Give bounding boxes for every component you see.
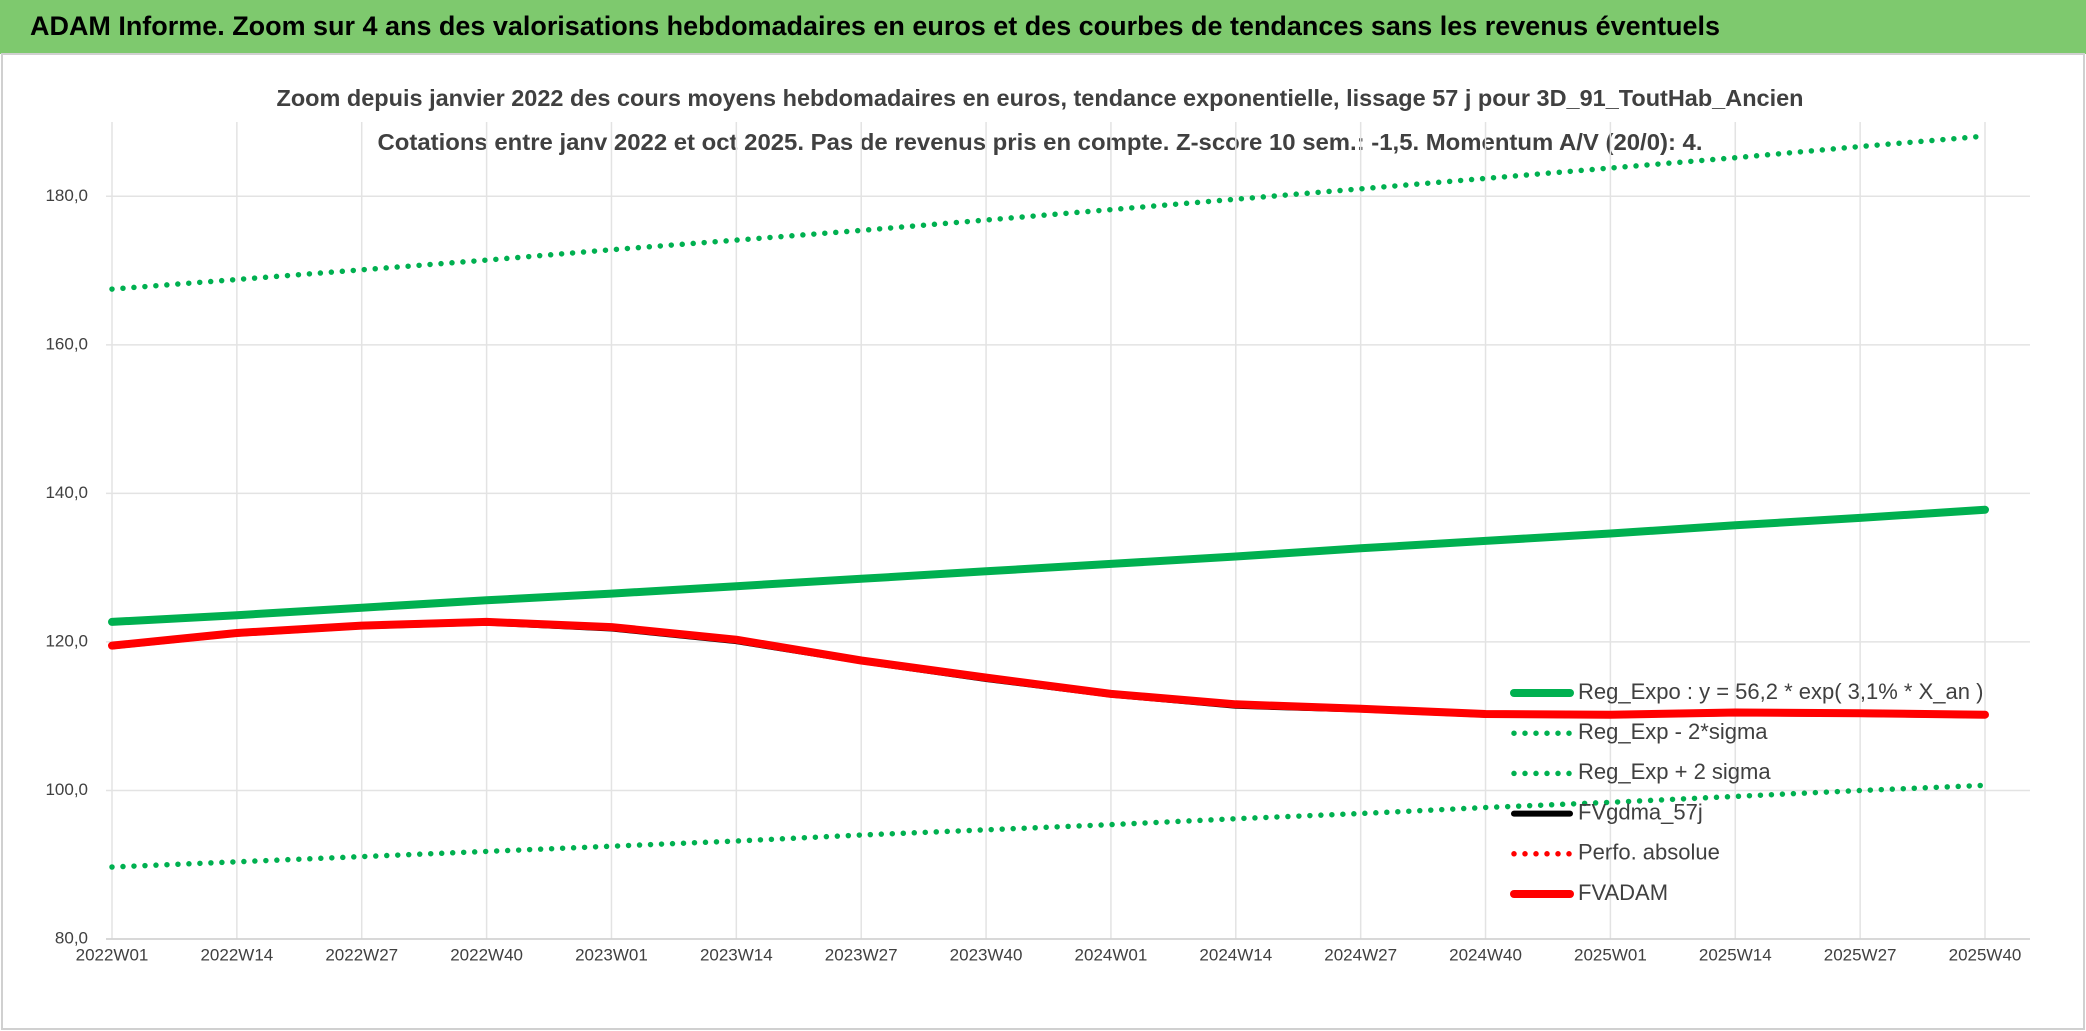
plot-lines	[108, 133, 1989, 870]
x-tick-label: 2022W14	[200, 945, 273, 964]
chart-frame	[1, 53, 2085, 1030]
x-tick-label: 2022W01	[76, 945, 149, 964]
x-tick-label: 2025W27	[1824, 945, 1897, 964]
x-tick-label: 2024W27	[1324, 945, 1397, 964]
y-tick-label: 80,0	[55, 928, 88, 947]
legend-label: Reg_Exp + 2 sigma	[1578, 759, 1771, 784]
x-tick-label: 2023W01	[575, 945, 648, 964]
legend-label: Reg_Exp - 2*sigma	[1578, 719, 1768, 744]
series-line	[109, 133, 1988, 292]
chart-title: Zoom depuis janvier 2022 des cours moyen…	[277, 85, 1804, 111]
series-line	[108, 617, 1989, 719]
x-tick-label: 2025W01	[1574, 945, 1647, 964]
x-tick-label: 2025W40	[1949, 945, 2022, 964]
x-tick-label: 2022W27	[325, 945, 398, 964]
x-tick-label: 2025W14	[1699, 945, 1772, 964]
legend-label: Reg_Expo : y = 56,2 * exp( 3,1% * X_an )	[1578, 679, 1983, 704]
legend-label: FVADAM	[1578, 880, 1668, 905]
x-tick-label: 2024W14	[1199, 945, 1272, 964]
y-tick-label: 100,0	[45, 780, 88, 799]
legend-label: Perfo. absolue	[1578, 840, 1720, 865]
x-tick-label: 2023W14	[700, 945, 773, 964]
x-tick-label: 2023W40	[950, 945, 1023, 964]
x-tick-label: 2024W40	[1449, 945, 1522, 964]
x-tick-label: 2024W01	[1075, 945, 1148, 964]
y-tick-label: 180,0	[45, 186, 88, 205]
x-tick-label: 2023W27	[825, 945, 898, 964]
y-tick-label: 120,0	[45, 631, 88, 650]
series-line	[108, 505, 1989, 626]
y-tick-label: 140,0	[45, 483, 88, 502]
chart-subtitle: Cotations entre janv 2022 et oct 2025. P…	[378, 129, 1703, 155]
grid: 2022W01 2022W14 2022W27 2022W40 2023W01 2023W…	[45, 122, 2030, 964]
x-tick-label: 2022W40	[450, 945, 523, 964]
header-bar	[0, 0, 2086, 54]
header-title: ADAM Informe. Zoom sur 4 ans des valoris…	[30, 11, 1720, 41]
y-tick-label: 160,0	[45, 334, 88, 353]
legend: Reg_Expo : y = 56,2 * exp( 3,1% * X_an )…	[1510, 679, 1983, 905]
legend-label: FVgdma_57j	[1578, 799, 1703, 824]
series-line	[109, 782, 1988, 870]
